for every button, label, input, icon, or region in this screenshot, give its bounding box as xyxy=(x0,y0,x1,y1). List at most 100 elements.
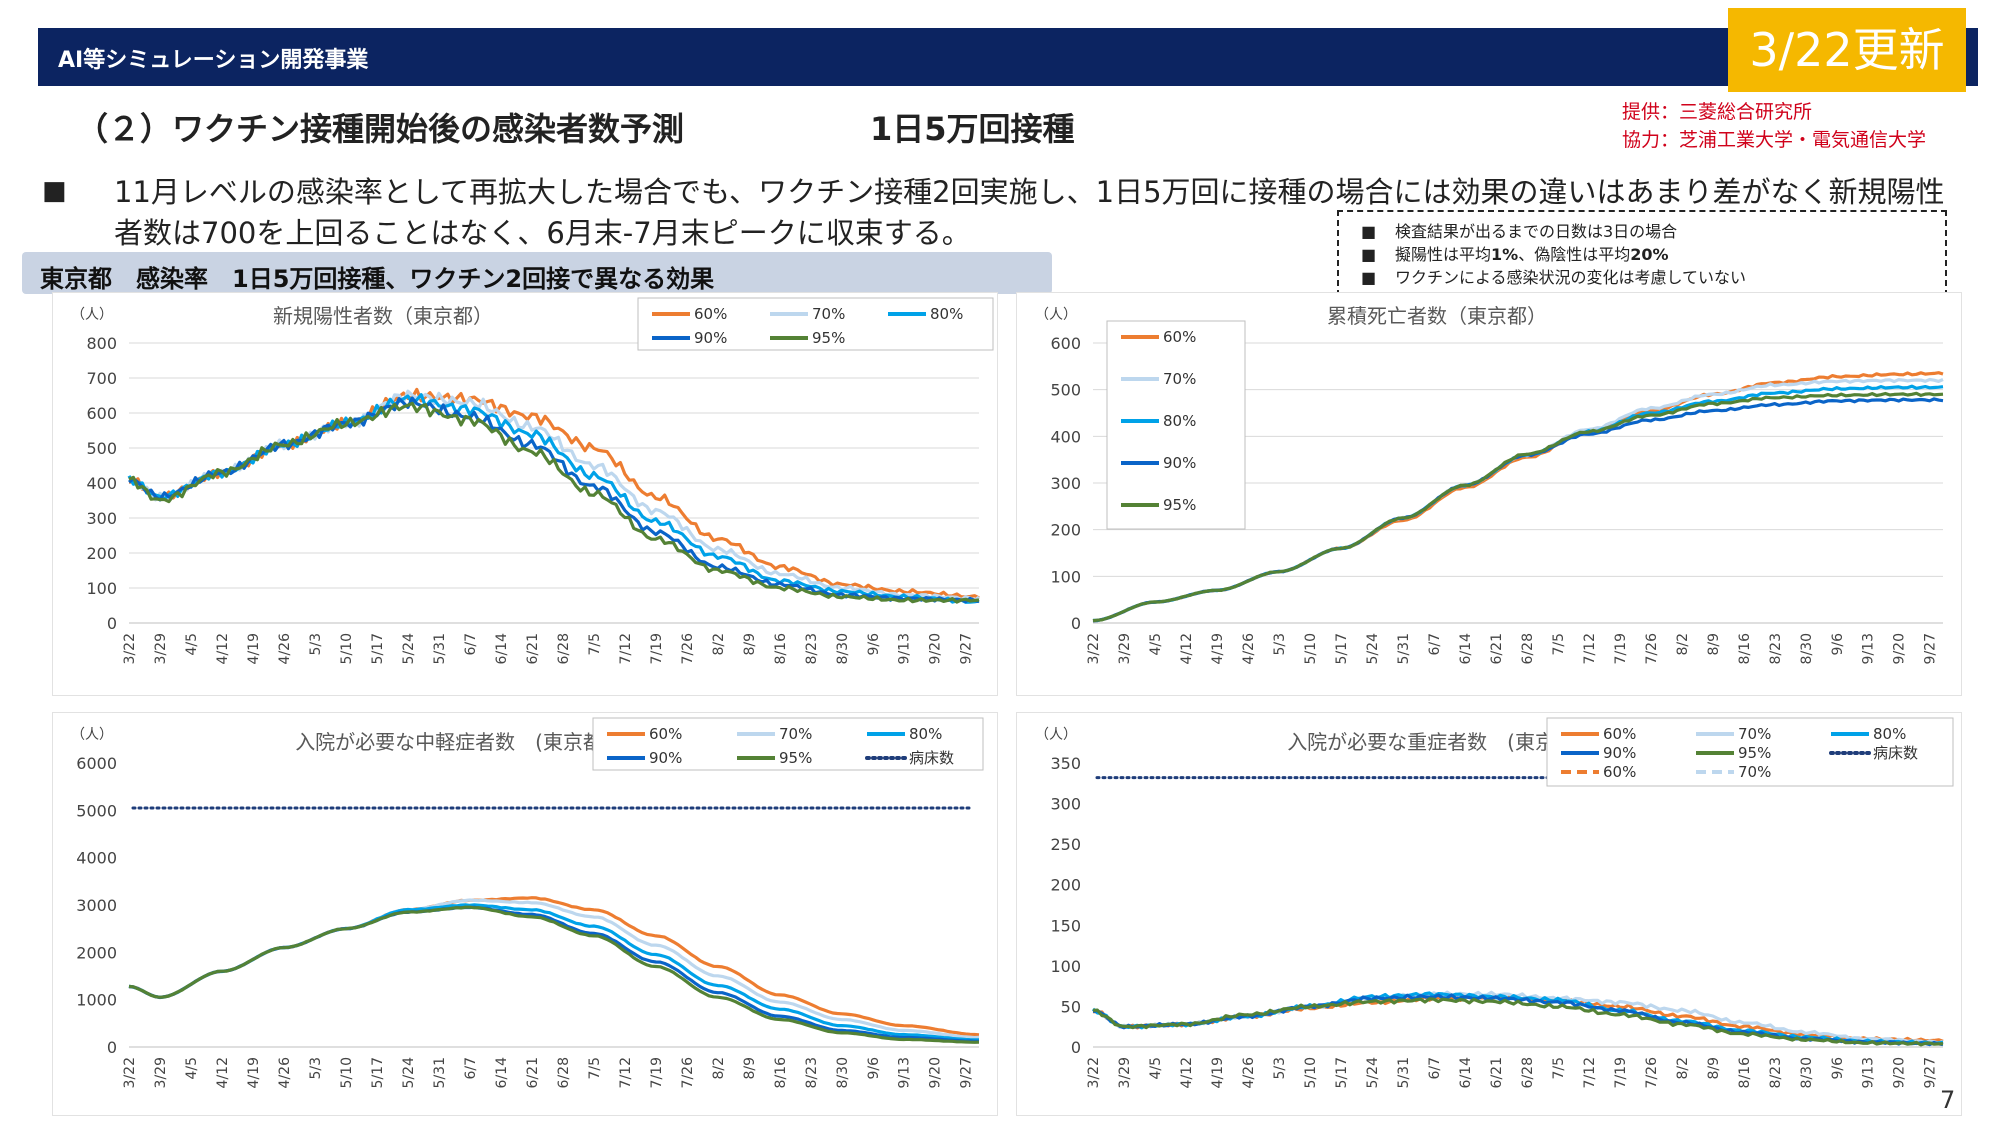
y-tick-label: 2000 xyxy=(76,943,117,962)
y-tick-label: 250 xyxy=(1050,835,1081,854)
x-tick-label: 6/14 xyxy=(1458,1057,1474,1089)
x-tick-label: 9/27 xyxy=(959,633,975,664)
y-tick-label: 200 xyxy=(1050,876,1081,895)
legend-label: 病床数 xyxy=(1873,744,1918,762)
cumulative-deaths-chart: 0 100 200 300 400 500 600 （人） 3/22 3/29 4/5 4/12 4/1… xyxy=(1016,292,1962,696)
x-tick-label: 3/29 xyxy=(153,633,169,664)
x-tick-label: 4/5 xyxy=(1148,633,1164,656)
x-tick-label: 7/19 xyxy=(1613,1057,1629,1088)
x-tick-label: 9/20 xyxy=(1892,1057,1908,1088)
x-tick-label: 5/10 xyxy=(1303,633,1319,664)
y-tick-label: 50 xyxy=(1061,997,1081,1016)
page-title: （２）ワクチン接種開始後の感染者数予測 xyxy=(76,110,685,148)
x-tick-label: 3/29 xyxy=(153,1057,169,1088)
page-number: 7 xyxy=(1940,1086,1956,1114)
x-tick-label: 3/22 xyxy=(1086,1057,1102,1088)
y-tick-label: 600 xyxy=(1050,334,1081,353)
legend: 60% 70% 80% 90% 95% 病床数 60% 70% xyxy=(1546,717,1954,787)
x-tick-label: 4/12 xyxy=(215,1057,231,1088)
x-tick-label: 8/30 xyxy=(835,633,851,664)
x-tick-label: 5/31 xyxy=(432,1057,448,1088)
page-subtitle: 1日5万回接種 xyxy=(870,110,1075,148)
unit-label: （人） xyxy=(1035,307,1077,323)
x-tick-label: 5/31 xyxy=(1396,1057,1412,1088)
y-tick-label: 300 xyxy=(1050,474,1081,493)
legend-label: 70% xyxy=(1738,725,1771,743)
x-tick-label: 8/2 xyxy=(711,633,727,656)
condition-2: ■ 擬陽性は平均1%、偽陰性は平均20% xyxy=(1361,245,1669,264)
x-tick-label: 4/26 xyxy=(1241,633,1257,665)
chart-svg: 0 1000 2000 3000 4000 5000 6000 （人） 3/22 3/29 4/5 4… xyxy=(71,717,984,1089)
x-tick-label: 5/3 xyxy=(1272,633,1288,656)
x-tick-label: 4/19 xyxy=(246,633,262,664)
y-tick-label: 100 xyxy=(1050,957,1081,976)
moderate-hospitalized-chart: 0 1000 2000 3000 4000 5000 6000 （人） 3/22 3/29 4/5 4… xyxy=(52,712,998,1116)
y-tick-label: 5000 xyxy=(76,801,117,820)
chart-svg: 0 100 200 300 400 500 600 700 800 （人） 3/22 3/29 4/5 4… xyxy=(71,297,994,665)
x-tick-label: 9/13 xyxy=(1861,633,1877,664)
y-tick-label: 200 xyxy=(1050,521,1081,540)
unit-label: （人） xyxy=(71,727,113,743)
y-tick-label: 300 xyxy=(1050,795,1081,814)
chart-title: 累積死亡者数（東京都） xyxy=(1327,304,1547,328)
x-tick-label: 8/23 xyxy=(804,633,820,664)
legend: 60% 70% 80% 90% 95% xyxy=(637,297,994,351)
x-tick-label: 5/17 xyxy=(1334,1057,1350,1088)
y-tick-label: 400 xyxy=(86,474,117,493)
x-tick-label: 9/27 xyxy=(1923,633,1939,664)
x-tick-label: 5/24 xyxy=(1365,633,1381,665)
x-tick-label: 3/22 xyxy=(1086,633,1102,664)
x-tick-label: 7/26 xyxy=(680,1057,696,1089)
x-tick-label: 3/22 xyxy=(122,1057,138,1088)
x-tick-label: 5/24 xyxy=(401,1057,417,1089)
y-tick-label: 1000 xyxy=(76,991,117,1010)
legend-box xyxy=(592,717,984,771)
x-tick-label: 7/19 xyxy=(649,1057,665,1088)
x-tick-label: 8/16 xyxy=(1737,1057,1753,1089)
x-tick-label: 5/24 xyxy=(401,633,417,665)
series-line-95pct xyxy=(1092,391,1944,623)
x-tick-label: 7/5 xyxy=(1551,633,1567,656)
x-tick-label: 6/21 xyxy=(525,633,541,664)
y-tick-label: 150 xyxy=(1050,916,1081,935)
x-tick-label: 7/12 xyxy=(1582,633,1598,664)
chart-svg: 0 50 100 150 200 250 300 350 （人） 3/22 3/29 4/5 4/12 4… xyxy=(1035,717,1954,1089)
series-line-95pct xyxy=(128,401,980,604)
legend-label: 80% xyxy=(930,305,963,323)
header-bar: AI等シミュレーション開発事業 xyxy=(38,28,1978,86)
x-tick-label: 6/14 xyxy=(1458,633,1474,665)
legend-label: 60% xyxy=(1603,763,1636,781)
chart-title: 入院が必要な中軽症者数 (東京都) xyxy=(295,730,611,754)
y-tick-label: 0 xyxy=(1071,1038,1081,1057)
x-tick-label: 5/3 xyxy=(1272,1057,1288,1080)
unit-label: （人） xyxy=(71,307,113,323)
legend-label: 70% xyxy=(1163,370,1196,388)
x-tick-label: 3/29 xyxy=(1117,633,1133,664)
series-line-60pct xyxy=(128,896,980,1037)
legend-label: 90% xyxy=(1603,744,1636,762)
x-tick-label: 9/27 xyxy=(959,1057,975,1088)
x-tick-label: 6/14 xyxy=(494,633,510,665)
x-tick-label: 5/3 xyxy=(308,1057,324,1080)
x-tick-label: 8/9 xyxy=(742,633,758,656)
x-tick-label: 6/7 xyxy=(1427,1057,1443,1080)
x-tick-label: 7/19 xyxy=(649,633,665,664)
y-tick-label: 400 xyxy=(1050,427,1081,446)
x-tick-label: 5/31 xyxy=(1396,633,1412,664)
x-tick-label: 7/26 xyxy=(1644,633,1660,665)
y-tick-label: 600 xyxy=(86,404,117,423)
legend: 60% 70% 80% 90% 95% 病床数 xyxy=(592,717,984,771)
legend: 60% 70% 80% 90% 95% xyxy=(1106,320,1246,530)
x-tick-label: 4/19 xyxy=(1210,633,1226,664)
x-tick-label: 8/2 xyxy=(711,1057,727,1080)
legend-label: 90% xyxy=(649,749,682,767)
x-tick-label: 6/21 xyxy=(525,1057,541,1088)
x-tick-label: 6/28 xyxy=(556,1057,572,1088)
cooperation-text: 協力：芝浦工業大学・電気通信大学 xyxy=(1622,129,1927,151)
x-tick-label: 8/23 xyxy=(804,1057,820,1088)
summary-text: 11月レベルの感染率として再拡大した場合でも、ワクチン接種2回実施し、1日5万回… xyxy=(114,175,1945,250)
x-tick-label: 7/12 xyxy=(618,633,634,664)
x-tick-label: 3/22 xyxy=(122,633,138,664)
x-tick-label: 7/5 xyxy=(587,1057,603,1080)
legend-label: 95% xyxy=(812,329,845,347)
